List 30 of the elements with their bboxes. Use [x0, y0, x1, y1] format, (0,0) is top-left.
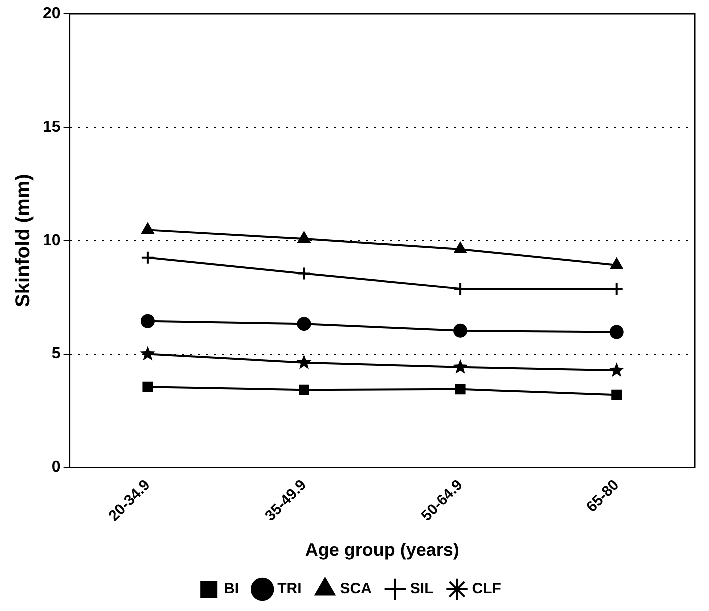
- point: [140, 314, 155, 328]
- y-tick-label: 10: [43, 232, 61, 250]
- point: [452, 359, 468, 374]
- y-tick-label: 0: [52, 459, 61, 476]
- point: [454, 324, 468, 338]
- point: [140, 250, 155, 265]
- point: [609, 362, 624, 378]
- legend-label: SCA: [340, 580, 372, 598]
- y-tick-label: 15: [43, 118, 61, 136]
- point: [142, 382, 154, 392]
- y-tick-label: 5: [52, 346, 61, 363]
- legend-label: CLF: [472, 580, 502, 598]
- y-axis-title: Skinfold (mm): [12, 174, 35, 308]
- point: [299, 384, 310, 396]
- point: [298, 232, 310, 244]
- point: [610, 258, 624, 270]
- point: [297, 266, 312, 281]
- point: [612, 390, 622, 400]
- point: [454, 242, 467, 254]
- point: [610, 325, 624, 340]
- point: [296, 354, 312, 370]
- point: [455, 384, 466, 395]
- legend-label: BI: [224, 580, 240, 598]
- legend-label: TRI: [278, 580, 302, 598]
- x-axis-title: Age group (years): [305, 540, 460, 560]
- legend-label: SIL: [410, 580, 434, 598]
- point: [142, 223, 154, 234]
- y-tick-label: 20: [43, 5, 61, 22]
- point: [140, 346, 156, 361]
- point: [297, 317, 312, 332]
